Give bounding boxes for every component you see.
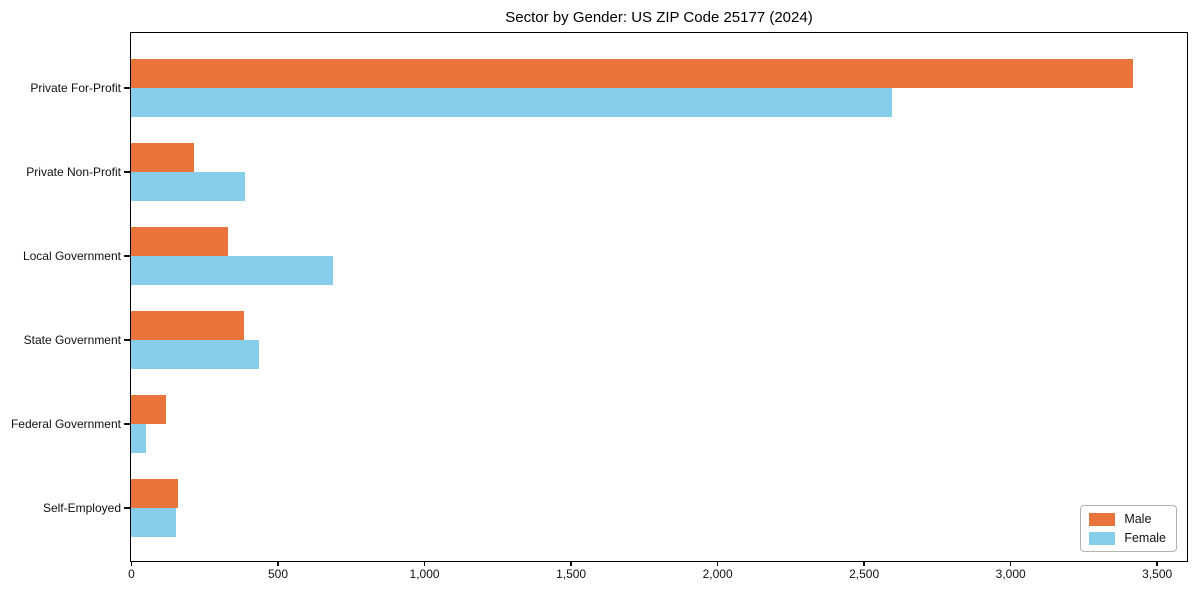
bar-female-private-for-profit	[131, 87, 892, 117]
x-axis-tick	[130, 561, 133, 566]
chart-title: Sector by Gender: US ZIP Code 25177 (202…	[505, 9, 813, 26]
bar-male-federal-government	[131, 394, 167, 424]
bar-male-state-government	[131, 310, 244, 340]
x-axis-tick	[863, 561, 865, 566]
x-axis-tick-label: 2,500	[849, 567, 880, 581]
bar-male-self-employed	[131, 478, 178, 508]
x-axis-tick	[423, 561, 426, 566]
x-axis-tick-label: 500	[268, 567, 289, 581]
bar-female-private-non-profit	[131, 171, 246, 201]
x-axis-tick	[277, 561, 279, 566]
bar-male-private-for-profit	[131, 58, 1134, 88]
legend-swatch-female	[1089, 531, 1116, 545]
y-axis-tick	[124, 423, 130, 425]
y-axis-tick	[124, 87, 130, 89]
legend-entry-female: Female	[1089, 531, 1166, 545]
x-axis-tick	[570, 561, 572, 566]
x-axis-tick	[1156, 561, 1158, 566]
y-axis-tick	[124, 171, 130, 173]
x-axis-tick-label: 1,000	[409, 567, 440, 581]
x-axis-tick-label: 1,500	[556, 567, 587, 581]
x-axis-tick-label: 3,500	[1142, 567, 1173, 581]
y-axis-tick	[124, 255, 130, 257]
y-axis-label-private-for-profit: Private For-Profit	[30, 81, 121, 95]
y-axis-label-private-non-profit: Private Non-Profit	[26, 165, 121, 179]
bar-female-state-government	[131, 339, 259, 369]
y-axis-tick	[124, 507, 130, 509]
bar-male-local-government	[131, 226, 228, 256]
y-axis-label-state-government: State Government	[23, 333, 121, 347]
bar-female-federal-government	[131, 423, 146, 453]
x-axis-tick-label: 2,000	[702, 567, 733, 581]
x-axis-tick	[1009, 561, 1012, 566]
legend-label: Male	[1124, 512, 1152, 526]
legend-entry-male: Male	[1089, 512, 1166, 526]
x-axis-tick-label: 3,000	[995, 567, 1026, 581]
bar-male-private-non-profit	[131, 142, 194, 172]
y-axis-tick	[124, 339, 130, 341]
y-axis-label-self-employed: Self-Employed	[42, 501, 121, 515]
y-axis-label-federal-government: Federal Government	[10, 417, 121, 431]
legend-swatch-male	[1089, 512, 1116, 526]
y-axis-label-local-government: Local Government	[22, 249, 121, 263]
x-axis-tick	[716, 561, 719, 566]
x-axis-tick-label: 0	[128, 567, 135, 581]
legend: Male Female	[1080, 505, 1177, 552]
plot-area	[130, 32, 1188, 562]
bar-female-self-employed	[131, 507, 177, 537]
bar-female-local-government	[131, 255, 334, 285]
legend-label: Female	[1124, 531, 1166, 545]
